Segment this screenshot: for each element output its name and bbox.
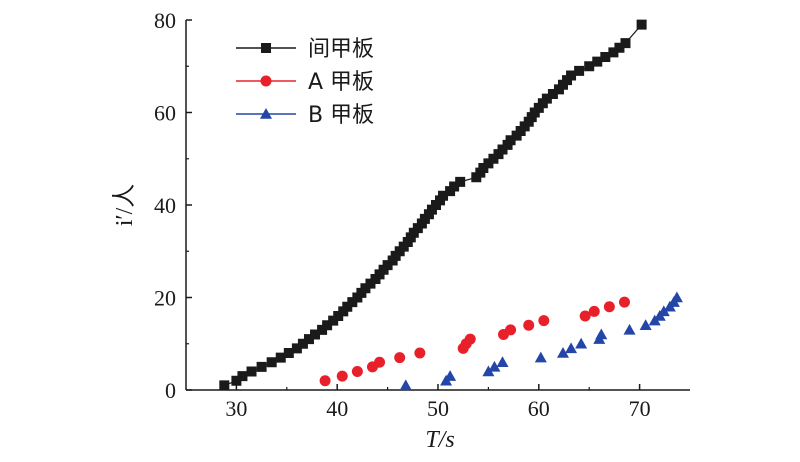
data-point — [639, 319, 652, 331]
data-point — [342, 301, 353, 312]
data-point — [291, 343, 302, 354]
x-tick-label: 60 — [528, 396, 550, 421]
data-point — [328, 315, 339, 326]
x-tick-label: 50 — [427, 396, 449, 421]
series-layer — [219, 19, 683, 391]
legend-item: 间甲板 — [236, 37, 374, 62]
legend-marker — [261, 43, 271, 53]
data-point — [620, 38, 631, 49]
data-point — [523, 319, 535, 331]
data-point — [283, 348, 294, 358]
data-point — [246, 366, 257, 377]
data-point — [310, 329, 321, 340]
axes: 30 40 50 60 70 0 20 40 60 80 — [154, 8, 690, 421]
data-point — [600, 52, 611, 62]
legend-label: 间甲板 — [308, 37, 374, 62]
data-point — [608, 47, 619, 58]
data-point — [414, 347, 426, 359]
data-point — [488, 360, 501, 372]
data-point — [670, 291, 683, 303]
data-point — [566, 70, 577, 81]
data-point — [565, 342, 578, 354]
data-point — [538, 315, 550, 327]
data-point — [614, 42, 625, 53]
data-point — [464, 333, 476, 345]
legend-marker — [260, 108, 272, 119]
legend: 间甲板 A 甲板 B 甲板 — [236, 37, 374, 128]
y-tick-label: 80 — [154, 8, 176, 33]
y-tick-label: 20 — [154, 286, 176, 311]
data-point — [374, 356, 386, 368]
data-point — [595, 328, 608, 340]
data-point — [438, 190, 449, 201]
series-2 — [319, 296, 630, 387]
y-tick-label: 0 — [165, 378, 176, 403]
data-point — [496, 356, 509, 368]
x-tick-label: 40 — [326, 396, 348, 421]
y-tick-label: 40 — [154, 193, 176, 218]
data-point — [231, 375, 242, 386]
data-point — [556, 347, 569, 358]
data-point — [347, 297, 358, 308]
data-point — [497, 144, 508, 155]
data-point — [657, 305, 670, 317]
data-point — [297, 338, 308, 349]
data-point — [483, 158, 494, 169]
data-point — [322, 320, 333, 331]
data-point — [636, 19, 647, 30]
x-tick-label: 70 — [629, 396, 651, 421]
data-point — [455, 176, 466, 187]
legend-label: A 甲板 — [308, 70, 374, 95]
data-point — [319, 375, 331, 387]
data-point — [399, 379, 412, 391]
data-point — [541, 93, 552, 104]
series-3 — [399, 291, 683, 391]
data-point — [618, 296, 630, 308]
data-point — [575, 337, 588, 349]
data-point — [336, 370, 348, 382]
data-point — [449, 181, 460, 192]
data-point — [365, 278, 376, 289]
data-point — [333, 311, 344, 321]
x-axis-title: T/s — [425, 427, 454, 453]
data-point — [256, 361, 267, 372]
data-point — [266, 357, 277, 368]
data-point — [394, 352, 406, 364]
data-point — [382, 260, 393, 271]
data-point — [505, 135, 516, 146]
x-tick-label: 30 — [225, 396, 247, 421]
data-point — [534, 351, 547, 363]
legend-item: A 甲板 — [236, 70, 374, 95]
data-point — [574, 65, 585, 76]
data-point — [317, 324, 328, 335]
data-point — [219, 380, 230, 391]
data-point — [351, 366, 363, 377]
data-point — [592, 56, 603, 67]
legend-marker — [260, 75, 272, 87]
y-axis-title: i′/人 — [112, 184, 138, 227]
data-point — [547, 89, 558, 99]
legend-item: B 甲板 — [236, 103, 374, 128]
series-1 — [219, 19, 647, 391]
data-point — [488, 153, 499, 164]
data-point — [303, 334, 314, 345]
data-point — [505, 324, 517, 336]
data-point — [579, 310, 591, 322]
data-point — [584, 61, 595, 72]
data-point — [275, 352, 286, 363]
data-point — [478, 163, 489, 173]
data-point — [360, 283, 371, 294]
data-point — [623, 323, 636, 335]
data-point — [603, 301, 615, 313]
legend-label: B 甲板 — [308, 103, 374, 128]
data-point — [444, 370, 457, 381]
data-point — [237, 371, 248, 382]
data-point — [482, 365, 495, 377]
y-tick-label: 60 — [154, 101, 176, 126]
data-point — [588, 305, 600, 317]
